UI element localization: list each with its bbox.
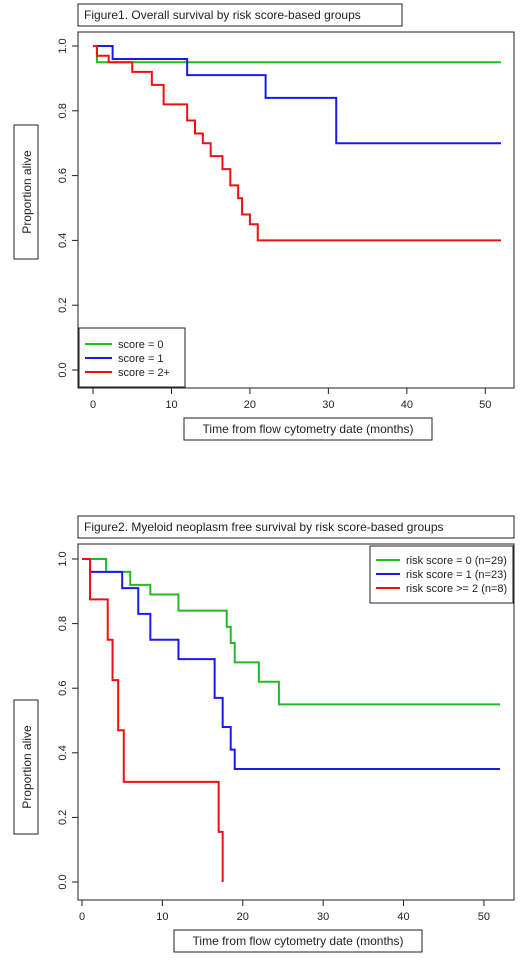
figure2-xtick-label: 40 xyxy=(397,911,409,923)
figure1-xlabel: Time from flow cytometry date (months) xyxy=(203,422,414,436)
figure1-series-line-1 xyxy=(93,45,501,145)
figure1-series-line-2 xyxy=(93,45,501,242)
figure1-xtick-label: 10 xyxy=(165,399,177,411)
figure1-ylabel-box xyxy=(13,124,39,260)
figure1-title-box xyxy=(77,3,403,27)
figure1-ytick-label: 0.8 xyxy=(57,103,69,118)
figure2-series-line-2 xyxy=(82,558,224,882)
figure2-ylabel-box xyxy=(13,699,39,835)
figure1-ytick-label: 0.0 xyxy=(57,362,69,377)
figure1-plot-frame xyxy=(77,31,515,389)
figure1-xtick-label: 50 xyxy=(479,399,491,411)
figure1-legend-label-score1: score = 1 xyxy=(118,353,164,365)
figure2-xtick-label: 30 xyxy=(317,911,329,923)
figure2-ytick-label: 1.0 xyxy=(57,551,69,566)
figure2-legend-label-score2: risk score >= 2 (n=8) xyxy=(406,583,507,595)
figure2-xlabel: Time from flow cytometry date (months) xyxy=(193,934,404,948)
figure2-legend-label-score1: risk score = 1 (n=23) xyxy=(406,569,507,581)
figure1-ytick-label: 1.0 xyxy=(57,38,69,53)
figure1-title: Figure1. Overall survival by risk score-… xyxy=(84,8,361,22)
figure2: Figure2. Myeloid neoplasm free survival … xyxy=(13,515,515,953)
figure2-x-axis: 0 10 20 30 40 50 xyxy=(79,900,490,923)
figure2-plot-frame xyxy=(77,543,515,901)
figure1-ylabel: Proportion alive xyxy=(20,150,34,234)
figure1-series xyxy=(93,45,501,242)
figure1-ytick-label: 0.6 xyxy=(57,168,69,183)
figure1-xtick-label: 30 xyxy=(322,399,334,411)
figure1-ytick-label: 0.4 xyxy=(57,233,69,248)
figure1-xtick-label: 40 xyxy=(401,399,413,411)
figure1-legend-label-score0: score = 0 xyxy=(118,339,164,351)
figure2-ytick-label: 0.8 xyxy=(57,616,69,631)
figure2-xtick-label: 20 xyxy=(237,911,249,923)
figure1-xlabel-box xyxy=(183,417,433,441)
figure2-series-line-1 xyxy=(82,558,500,770)
figure1-y-axis: 0.0 0.2 0.4 0.6 0.8 1.0 xyxy=(57,38,78,378)
figure1-legend-label-score2: score = 2+ xyxy=(118,367,170,379)
figure2-xtick-label: 50 xyxy=(478,911,490,923)
figure2-series-line-0 xyxy=(82,558,500,706)
figure2-xlabel-box xyxy=(173,929,423,953)
figure1-x-axis: 0 10 20 30 40 50 xyxy=(90,388,491,411)
figure2-ytick-label: 0.0 xyxy=(57,874,69,889)
figure2-ylabel: Proportion alive xyxy=(20,725,34,809)
figure1-xtick-label: 20 xyxy=(244,399,256,411)
figure2-legend-label-score0: risk score = 0 (n=29) xyxy=(406,555,507,567)
figure2-ytick-label: 0.4 xyxy=(57,745,69,760)
figure2-xtick-label: 10 xyxy=(156,911,168,923)
figure2-ytick-label: 0.6 xyxy=(57,681,69,696)
figure1-xtick-label: 0 xyxy=(90,399,96,411)
figure2-y-axis: 0.0 0.2 0.4 0.6 0.8 1.0 xyxy=(57,551,78,890)
figure1: Figure1. Overall survival by risk score-… xyxy=(13,3,515,441)
figure1-ytick-label: 0.2 xyxy=(57,298,69,313)
figure2-title: Figure2. Myeloid neoplasm free survival … xyxy=(84,520,444,534)
figure2-title-box xyxy=(77,515,515,539)
figure2-series xyxy=(82,558,500,882)
figure2-xtick-label: 0 xyxy=(79,911,85,923)
figure2-ytick-label: 0.2 xyxy=(57,810,69,825)
